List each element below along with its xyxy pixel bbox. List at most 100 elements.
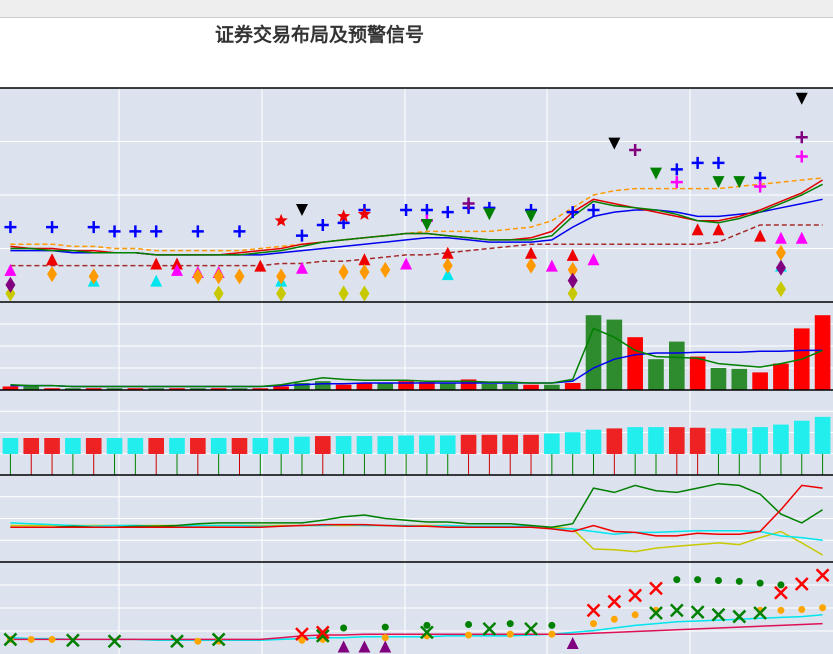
x-marker: [732, 609, 747, 624]
diamond: [276, 268, 287, 285]
plus-marker: [795, 131, 808, 144]
bar: [814, 315, 831, 390]
triangle-up: [4, 263, 17, 276]
bar: [710, 428, 727, 454]
triangle-up: [441, 268, 454, 281]
x-marker: [711, 607, 726, 622]
bar: [793, 420, 810, 454]
plus-marker: [670, 176, 683, 189]
bar: [564, 432, 581, 454]
diamond: [359, 285, 370, 302]
bar: [44, 388, 60, 390]
plus-marker: [712, 156, 725, 169]
bar: [752, 372, 768, 390]
x-marker: [628, 588, 643, 603]
line: [10, 482, 823, 528]
plus-marker: [316, 218, 329, 231]
triangle-up: [525, 246, 538, 259]
line: [10, 622, 823, 641]
bar: [627, 427, 643, 454]
bar: [523, 434, 539, 454]
plus-marker: [295, 229, 308, 242]
diamond: [567, 272, 578, 289]
triangle-up: [754, 229, 767, 242]
dot: [48, 635, 56, 643]
bar: [710, 368, 727, 390]
bar: [627, 337, 643, 390]
bar: [127, 388, 144, 390]
bar: [314, 436, 331, 454]
triangle-up: [795, 231, 808, 244]
dot: [673, 576, 681, 584]
bar: [606, 319, 623, 390]
plus-marker: [441, 206, 454, 219]
x-marker: [815, 568, 830, 583]
x-marker: [3, 632, 18, 647]
bar: [481, 383, 498, 390]
bar: [669, 427, 685, 454]
bar: [398, 381, 414, 390]
bar: [356, 382, 373, 390]
x-marker: [669, 603, 684, 618]
bar: [65, 438, 81, 454]
dot: [590, 620, 598, 628]
triangle-down: [420, 218, 433, 231]
x-marker: [649, 581, 663, 596]
plus-marker: [233, 225, 246, 238]
triangle-up: [545, 259, 558, 272]
dot: [631, 611, 639, 619]
triangle-up: [150, 257, 163, 270]
plus-marker: [46, 221, 59, 234]
plus-marker: [462, 197, 475, 210]
bar: [502, 434, 519, 454]
triangle-up: [150, 274, 163, 287]
bar: [106, 388, 123, 390]
diamond: [567, 261, 578, 278]
bar: [648, 359, 664, 390]
bar: [356, 436, 373, 454]
bar: [2, 386, 19, 390]
triangle-up: [712, 223, 725, 236]
dot: [381, 634, 389, 642]
bar: [460, 434, 477, 454]
triangle-up: [254, 259, 267, 272]
dot: [27, 635, 35, 643]
triangle-up: [295, 261, 308, 274]
bar: [23, 386, 40, 390]
triangle-up: [358, 253, 371, 266]
bar: [460, 379, 477, 390]
dot: [423, 621, 431, 629]
x-marker: [315, 629, 330, 643]
bar: [585, 315, 602, 390]
x-marker: [482, 621, 497, 636]
star: [357, 207, 372, 220]
bar: [190, 388, 206, 390]
bar: [731, 368, 748, 390]
triangle-up: [171, 257, 184, 270]
plus-marker: [587, 203, 600, 216]
x-marker: [649, 606, 663, 620]
dot: [777, 581, 785, 589]
triangle-up: [566, 636, 579, 649]
triangle-up: [358, 640, 371, 653]
triangle-up: [337, 640, 350, 653]
dot: [694, 576, 702, 584]
bar: [814, 416, 831, 454]
x-marker: [66, 633, 80, 648]
bar: [210, 438, 227, 454]
x-marker: [107, 634, 122, 649]
x-marker: [794, 577, 809, 591]
x-marker: [586, 603, 601, 618]
bar: [606, 428, 623, 454]
triangle-up: [379, 640, 392, 653]
bar: [544, 433, 560, 454]
triangle-down: [795, 92, 808, 105]
bar: [169, 438, 185, 454]
diamond: [775, 244, 786, 261]
bar: [398, 435, 414, 454]
bar: [773, 363, 789, 390]
plus-marker: [87, 221, 100, 234]
diamond: [775, 281, 786, 298]
bar: [190, 438, 206, 454]
